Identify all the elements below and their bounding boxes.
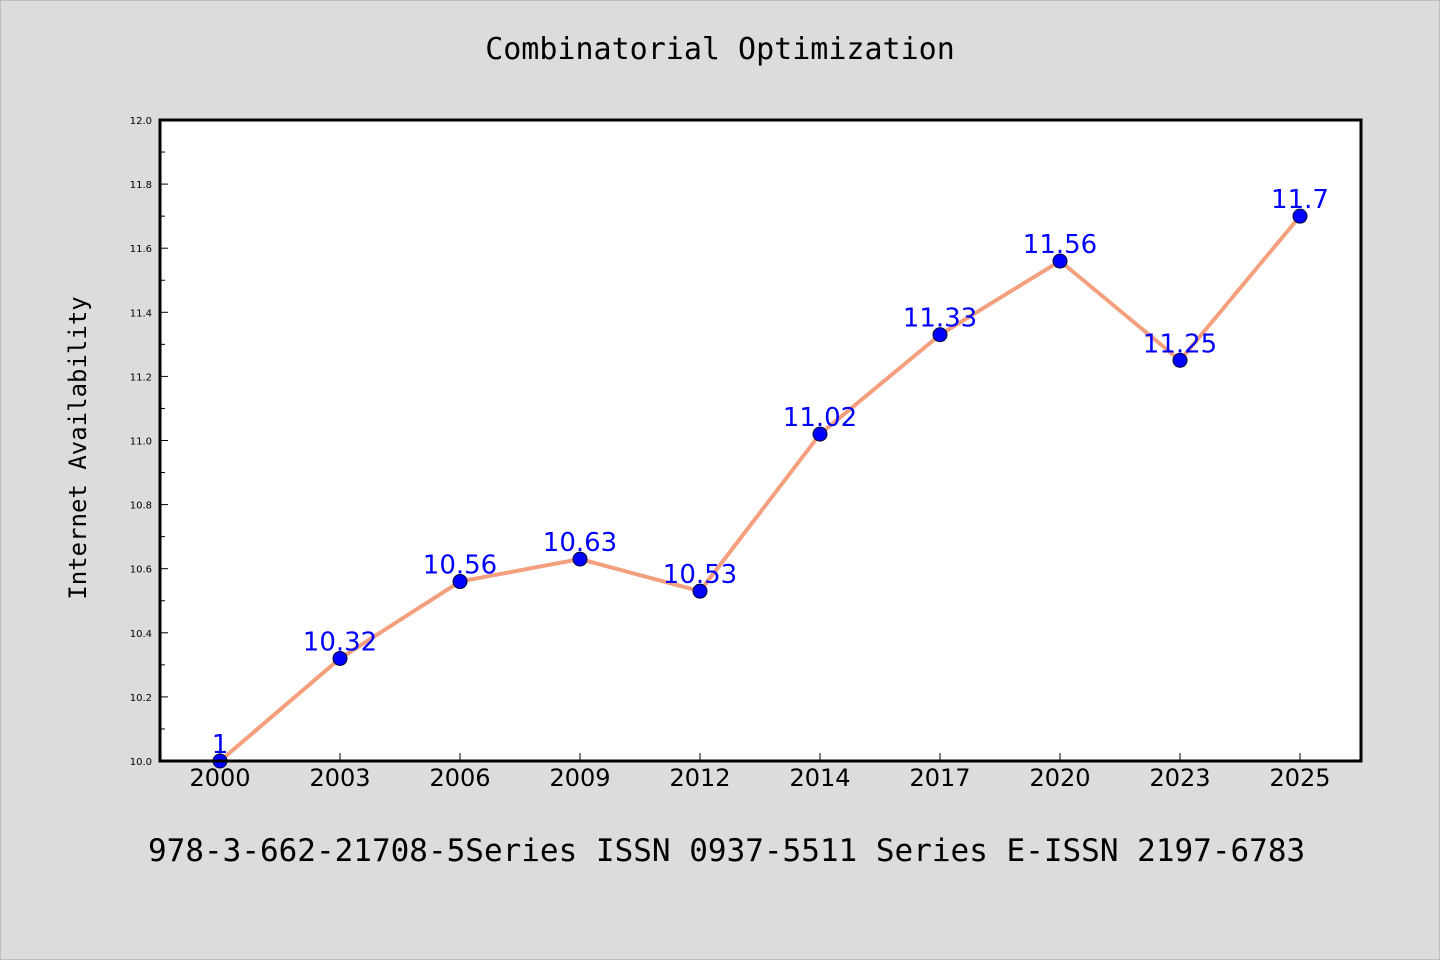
data-label: 11.25	[1143, 329, 1217, 359]
data-labels: 1 10.32 10.56 10.63 10.53 11.02 11.33 11.56 11.2…	[212, 185, 1329, 760]
data-point-marker	[932, 327, 948, 343]
series-group	[212, 208, 1308, 769]
y-tick-label: 11.6	[130, 244, 152, 255]
x-tick-label: 2000	[189, 764, 250, 792]
data-point-marker	[812, 426, 828, 442]
data-label: 11.33	[903, 304, 977, 334]
y-tick-label: 11.0	[130, 437, 152, 448]
y-axis: 10.0 10.2 10.4 10.6 10.8 11.0 11.2 11.4 11.6 11.8…	[130, 116, 168, 768]
data-label: 11.56	[1023, 230, 1097, 260]
x-axis: 2000 2003 2006 2009 2012 2014 2017 2020 2023 2025	[189, 753, 1331, 792]
x-tick-label: 2014	[789, 764, 850, 792]
data-point-marker	[1292, 208, 1308, 224]
footer-isbn-text: 978-3-662-21708-5Series ISSN 0937-5511 S…	[148, 833, 1306, 869]
chart-title: Combinatorial Optimization	[485, 32, 955, 67]
data-label: 10.53	[663, 560, 737, 590]
data-point-marker	[452, 574, 468, 590]
x-tick-label: 2012	[669, 764, 730, 792]
y-tick-label: 11.2	[130, 372, 152, 383]
data-point-marker	[1172, 352, 1188, 368]
data-label: 1	[212, 730, 229, 760]
x-tick-label: 2006	[429, 764, 490, 792]
data-label: 11.02	[783, 403, 857, 433]
x-tick-label: 2017	[909, 764, 970, 792]
data-point-marker	[572, 551, 588, 567]
data-point-marker	[332, 650, 348, 666]
data-label: 10.32	[303, 627, 377, 657]
y-tick-label: 10.8	[130, 501, 152, 512]
y-tick-label: 10.4	[130, 629, 152, 640]
x-tick-label: 2009	[549, 764, 610, 792]
data-point-marker	[1052, 253, 1068, 269]
data-point-marker	[692, 583, 708, 599]
plot-area	[160, 120, 1361, 761]
data-label: 10.56	[423, 551, 497, 581]
x-tick-label: 2023	[1149, 764, 1210, 792]
y-tick-label: 10.2	[130, 693, 152, 704]
y-tick-label: 10.6	[130, 565, 152, 576]
x-tick-label: 2020	[1029, 764, 1090, 792]
plot-border	[158, 118, 1363, 763]
y-tick-label: 11.8	[130, 180, 152, 191]
y-tick-label: 11.4	[130, 308, 152, 319]
x-tick-label: 2025	[1269, 764, 1330, 792]
series-line	[218, 214, 1302, 763]
data-label: 10.63	[543, 528, 617, 558]
y-tick-label: 10.0	[130, 757, 152, 768]
x-tick-label: 2003	[309, 764, 370, 792]
y-tick-label: 12.0	[130, 116, 152, 127]
data-label: 11.7	[1271, 185, 1329, 215]
y-axis-label: Internet Availability	[64, 296, 92, 599]
